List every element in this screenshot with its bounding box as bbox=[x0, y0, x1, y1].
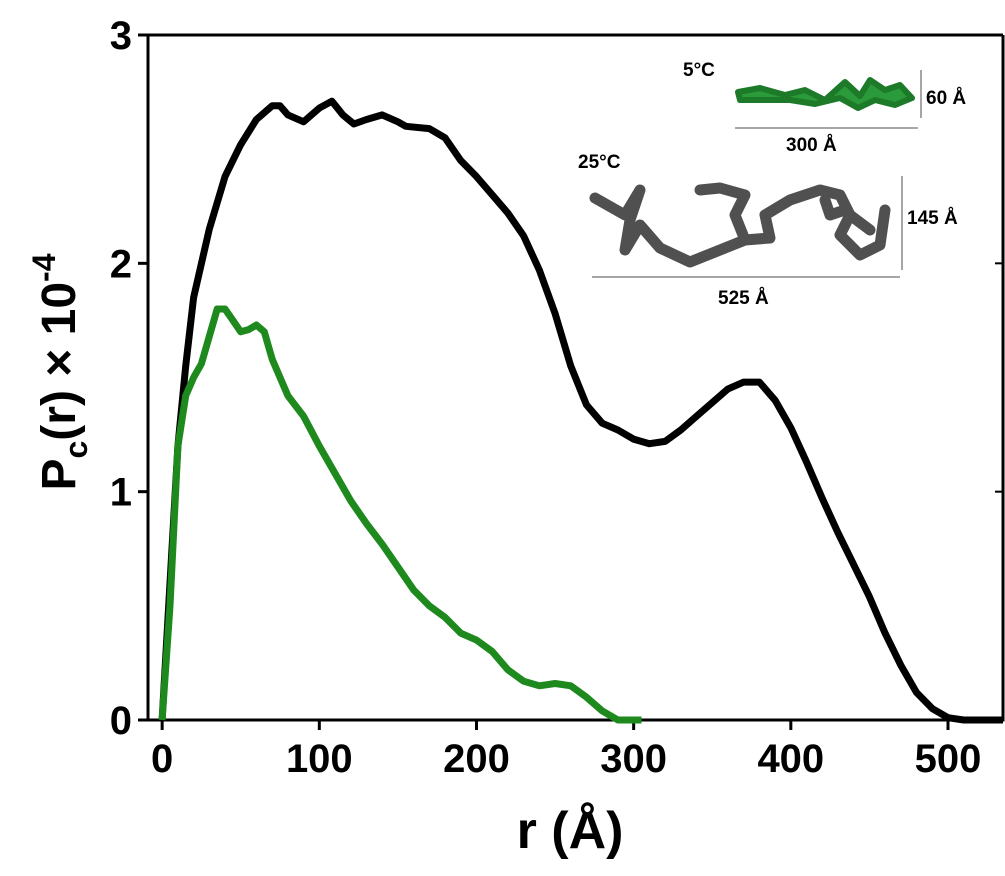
y-label-sup: -4 bbox=[26, 253, 62, 282]
data-line bbox=[158, 305, 642, 724]
inset-25c: 25°C 145 Å 525 Å bbox=[578, 152, 958, 309]
annotation: 145 Å bbox=[907, 208, 958, 229]
y-label-part: P bbox=[33, 458, 86, 490]
y-label-part: (r) × 10 bbox=[33, 282, 86, 441]
x-tick-label: 300 bbox=[600, 737, 667, 781]
x-tick-label: 500 bbox=[915, 737, 982, 781]
data-line bbox=[158, 97, 1003, 724]
molecule-gray bbox=[589, 182, 891, 268]
x-tick-label: 100 bbox=[286, 737, 353, 781]
y-axis-label: Pc(r) × 10-4 bbox=[26, 253, 94, 490]
annotation: 300 Å bbox=[786, 135, 837, 156]
annotation: 60 Å bbox=[926, 88, 966, 109]
x-tick-label: 400 bbox=[757, 737, 824, 781]
y-tick-label: 2 bbox=[110, 242, 132, 286]
y-tick-label: 0 bbox=[110, 699, 132, 743]
x-tick-label: 200 bbox=[443, 737, 510, 781]
molecule-green bbox=[735, 77, 915, 111]
y-tick-label: 1 bbox=[110, 471, 132, 515]
annotation: 25°C bbox=[578, 152, 621, 173]
annotation: 5°C bbox=[683, 60, 715, 81]
inset-5c: 5°C 60 Å 300 Å bbox=[683, 60, 966, 156]
y-tick-label: 3 bbox=[110, 14, 132, 58]
y-label-sub: c bbox=[58, 441, 94, 459]
annotation: 525 Å bbox=[718, 288, 769, 309]
x-tick-label: 0 bbox=[151, 737, 173, 781]
x-axis-label: r (Å) bbox=[517, 802, 624, 860]
